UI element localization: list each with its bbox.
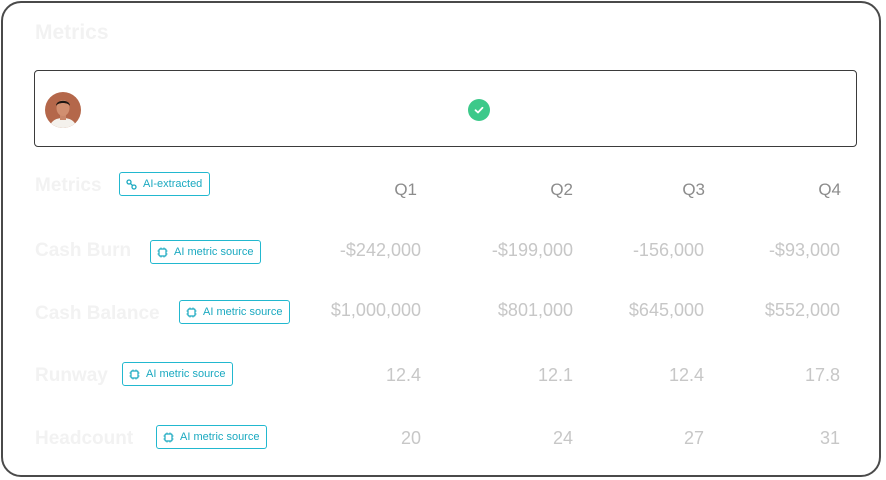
q4-header: Q4 [818, 180, 841, 199]
badge-label: AI metric source [180, 431, 260, 443]
cash-burn-q1: -$242,000 [339, 240, 421, 260]
metric-label-cash-balance: Cash Balance [35, 303, 160, 324]
ai-metric-source-badge[interactable]: AI metric source [179, 300, 291, 324]
headcount-q4: 31 [819, 428, 840, 448]
badge-label: AI metric source [174, 246, 254, 258]
metric-label-headcount: Headcount [35, 428, 134, 449]
ai-extracted-badge[interactable]: AI-extracted [119, 172, 211, 196]
runway-q3: 12.4 [668, 365, 704, 385]
cash-balance-q3: $645,000 [628, 300, 704, 320]
ai-metric-source-badge[interactable]: AI metric source [156, 425, 268, 449]
headcount-q2: 24 [552, 428, 573, 448]
metrics-column-label: Metrics [35, 175, 102, 196]
cash-burn-q3: -156,000 [632, 240, 704, 260]
user-avatar [45, 92, 81, 128]
page-title: Metrics [35, 21, 109, 44]
metric-label-runway: Runway [35, 365, 108, 386]
chip-icon [186, 307, 197, 317]
cash-burn-q4: -$93,000 [768, 240, 840, 260]
check-circle-icon [468, 99, 490, 121]
badge-label: AI metric source [203, 306, 283, 318]
chip-icon [163, 432, 174, 442]
link-icon [126, 178, 137, 190]
metric-label-cash-burn: Cash Burn [35, 240, 132, 261]
q2-header: Q2 [550, 180, 573, 199]
chip-icon [157, 247, 168, 257]
badge-label: AI metric source [146, 368, 226, 380]
user-row[interactable] [34, 70, 857, 147]
ai-metric-source-badge[interactable]: AI metric source [122, 362, 234, 386]
runway-q4: 17.8 [804, 365, 840, 385]
badge-label: AI-extracted [143, 178, 203, 190]
cash-balance-q2: $801,000 [497, 300, 573, 320]
cash-balance-q1: $1,000,000 [330, 300, 421, 320]
q1-header: Q1 [394, 180, 417, 199]
chip-icon [129, 369, 140, 379]
runway-q1: 12.4 [385, 365, 421, 385]
headcount-q3: 27 [683, 428, 704, 448]
headcount-q1: 20 [400, 428, 421, 448]
runway-q2: 12.1 [537, 365, 573, 385]
cash-balance-q4: $552,000 [764, 300, 840, 320]
q3-header: Q3 [682, 180, 705, 199]
ai-metric-source-badge[interactable]: AI metric source [150, 240, 262, 264]
cash-burn-q2: -$199,000 [491, 240, 573, 260]
